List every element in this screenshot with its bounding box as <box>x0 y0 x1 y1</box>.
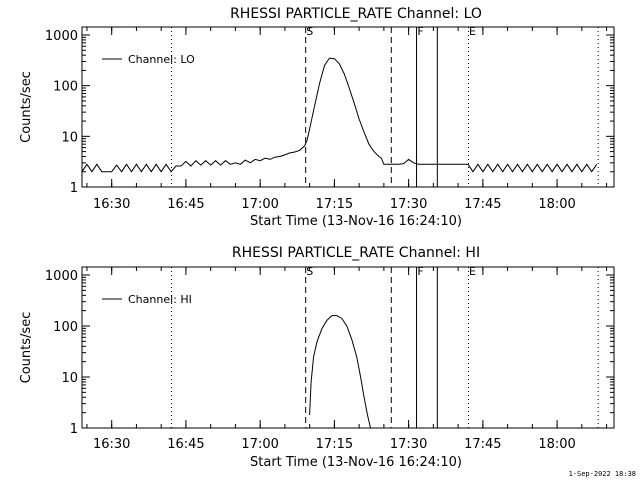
y-tick-label: 10 <box>61 371 78 386</box>
series-line <box>309 315 371 429</box>
footer-date-stamp: 1-Sep-2022 18:38 <box>568 470 636 478</box>
chart-panel-hi: RHESSI PARTICLE_RATE Channel: HI 1 10 100 10… <box>19 245 615 470</box>
marker-label: E <box>469 25 476 38</box>
x-axis-label: Start Time (13-Nov-16 16:24:10) <box>250 214 462 229</box>
marker-label: F <box>417 265 423 278</box>
y-axis-label: Counts/sec <box>19 312 34 384</box>
legend-label: Channel: LO <box>128 53 195 66</box>
y-axis-label: Counts/sec <box>19 71 34 143</box>
marker-label: S <box>306 25 313 38</box>
marker-label: E <box>469 265 476 278</box>
legend-label: Channel: HI <box>128 293 192 306</box>
plot-frame <box>81 266 615 429</box>
chart-title: RHESSI PARTICLE_RATE Channel: HI <box>232 245 480 261</box>
x-tick-label: 17:30 <box>390 437 427 452</box>
y-tick-label: 100 <box>53 80 78 95</box>
marker-label: S <box>306 265 313 278</box>
y-tick-label: 1000 <box>45 269 78 284</box>
y-tick-label: 1 <box>70 181 78 196</box>
plot-frame <box>81 26 615 188</box>
x-tick-label: 16:30 <box>93 437 130 452</box>
y-tick-label: 1000 <box>45 29 78 44</box>
chart-panel-lo: RHESSI PARTICLE_RATE Channel: LO 1 10 100 10… <box>19 6 615 229</box>
x-tick-label: 17:00 <box>241 437 278 452</box>
x-tick-label: 17:15 <box>316 437 353 452</box>
x-tick-label: 17:45 <box>464 437 501 452</box>
x-tick-label: 17:30 <box>390 197 427 212</box>
y-tick-label: 10 <box>61 130 78 145</box>
x-tick-label: 17:15 <box>316 197 353 212</box>
x-tick-label: 17:45 <box>464 197 501 212</box>
x-tick-label: 18:00 <box>538 197 575 212</box>
x-tick-label: 17:00 <box>241 197 278 212</box>
y-tick-label: 1 <box>70 422 78 437</box>
x-tick-label: 18:00 <box>538 437 575 452</box>
x-tick-label: 16:45 <box>167 197 204 212</box>
chart-title: RHESSI PARTICLE_RATE Channel: LO <box>230 6 482 22</box>
x-tick-label: 16:30 <box>93 197 130 212</box>
series-line <box>81 57 598 173</box>
x-tick-label: 16:45 <box>167 437 204 452</box>
y-tick-label: 100 <box>53 320 78 335</box>
marker-label: F <box>417 25 423 38</box>
x-axis-label: Start Time (13-Nov-16 16:24:10) <box>250 455 462 470</box>
